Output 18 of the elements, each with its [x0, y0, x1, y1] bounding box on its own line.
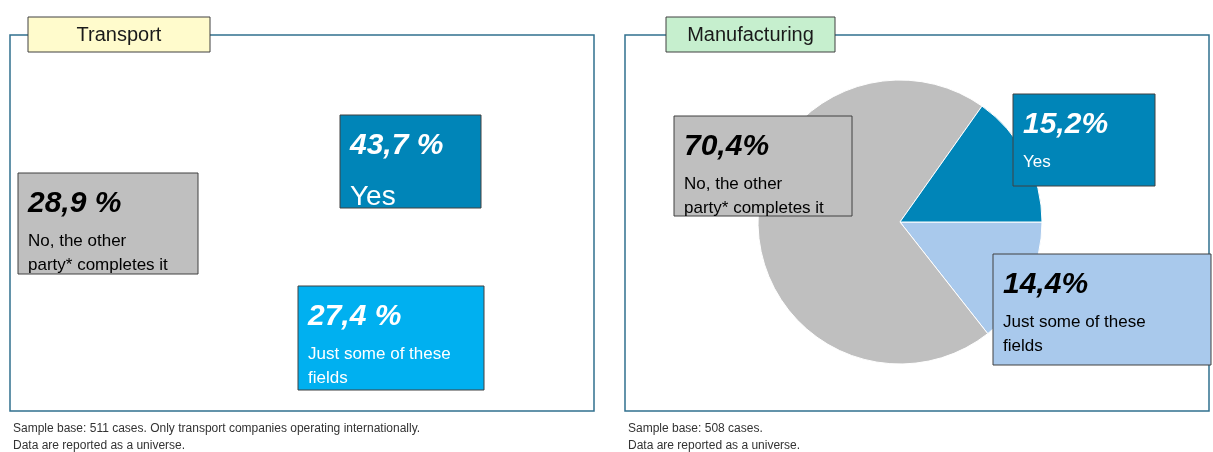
category-label: Yes [350, 180, 396, 211]
data-label: 28,9 % [27, 185, 122, 218]
text: Sample base: 511 cases. Only transport companies operating internationally. [13, 421, 421, 435]
slice-label: No, the other party* completes it [684, 174, 825, 217]
text: Transport [76, 22, 162, 45]
slice-label: Yes [1023, 152, 1051, 171]
data-label: 27,4 % [307, 298, 402, 331]
slice-label: Just some of these fields [1003, 312, 1146, 355]
category-label: Just some of these fields [308, 344, 451, 387]
chart-title: Manufacturing [687, 22, 814, 45]
data-label: 43,7 % [349, 127, 444, 160]
text: Data are reported as a universe. [628, 438, 801, 452]
data-label: 14,4% [1003, 266, 1089, 299]
data-label: 70,4% [684, 128, 770, 161]
text: Sample base: 508 cases. [628, 421, 763, 435]
data-label: 15,2% [1023, 106, 1109, 139]
text: Data are reported as a universe. [13, 438, 186, 452]
category-label: No, the other party* completes it [28, 231, 169, 274]
